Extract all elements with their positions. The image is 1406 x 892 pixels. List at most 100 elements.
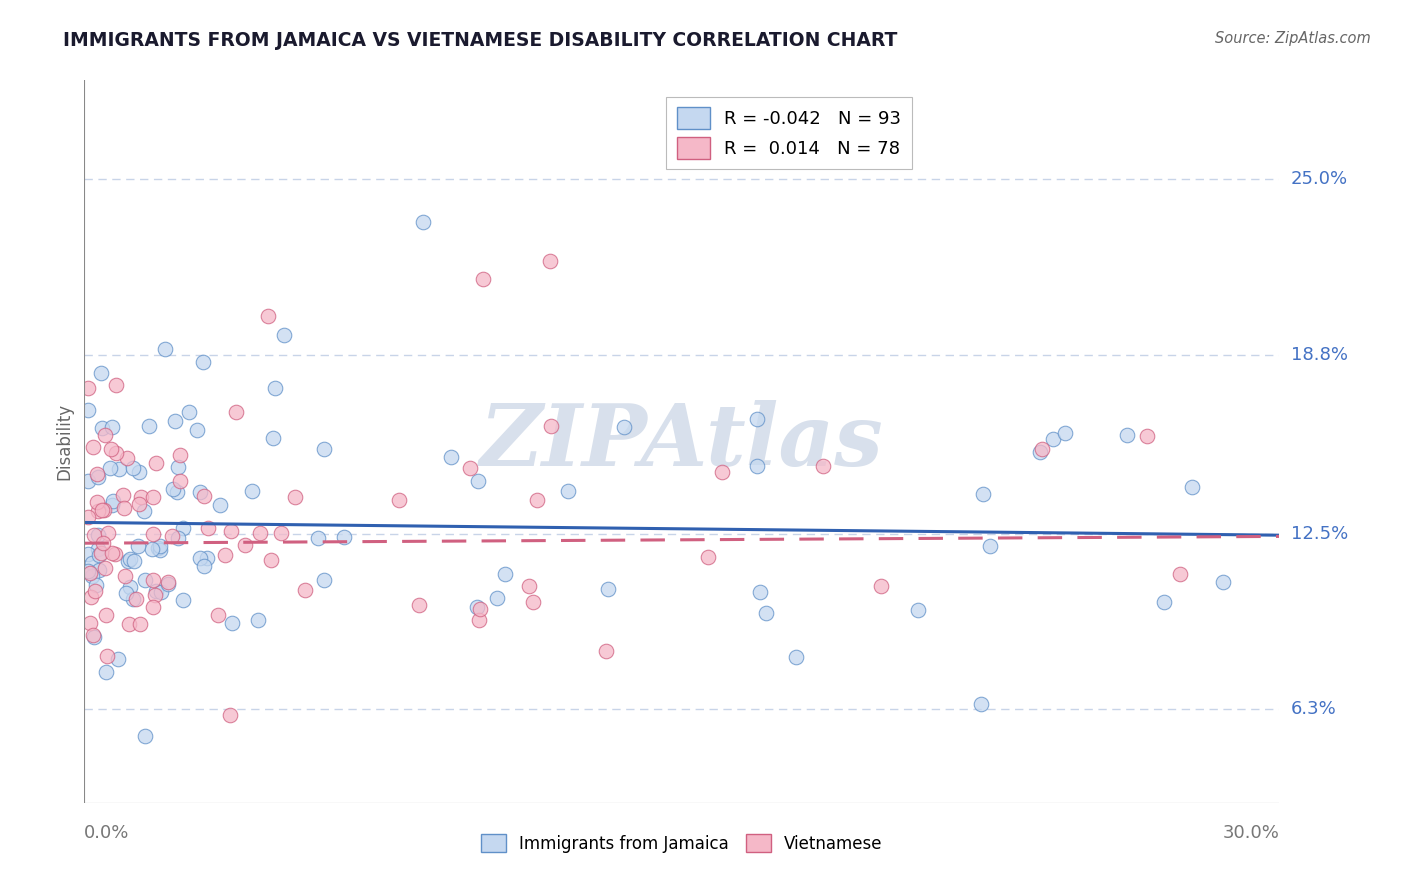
Point (486, 591, 509, 606)
Point (145, 584, 167, 599)
Text: 0.0%: 0.0% (84, 824, 129, 842)
Point (105, 378, 128, 392)
Point (233, 538, 256, 552)
Point (149, 543, 172, 558)
Point (93, 535, 115, 549)
Point (166, 484, 188, 499)
Point (467, 474, 489, 488)
Point (107, 651, 129, 665)
Point (522, 595, 544, 609)
Point (121, 461, 143, 475)
Point (1168, 567, 1191, 582)
Point (172, 520, 194, 534)
Point (155, 343, 177, 357)
Point (82, 441, 104, 455)
Point (100, 420, 122, 434)
Point (1029, 445, 1052, 459)
Point (186, 423, 208, 437)
Text: 18.8%: 18.8% (1291, 346, 1347, 364)
Point (118, 616, 141, 631)
Point (208, 499, 231, 513)
Text: 12.5%: 12.5% (1291, 524, 1348, 542)
Point (82, 628, 104, 642)
Point (260, 552, 283, 566)
Point (162, 482, 184, 496)
Point (127, 539, 149, 553)
Point (145, 457, 167, 471)
Point (94, 607, 117, 622)
Point (188, 485, 211, 500)
Point (105, 446, 128, 460)
Point (128, 465, 150, 479)
Text: ZIPAtlas: ZIPAtlas (479, 400, 884, 483)
Y-axis label: Disability: Disability (55, 403, 73, 480)
Point (103, 547, 125, 561)
Point (972, 487, 994, 501)
Point (195, 550, 218, 565)
Point (412, 215, 434, 229)
Point (540, 419, 562, 434)
Point (115, 450, 138, 465)
Point (284, 491, 307, 505)
Point (142, 573, 165, 587)
Point (467, 613, 489, 627)
Point (134, 504, 156, 518)
Point (197, 521, 219, 535)
Point (1136, 429, 1159, 443)
Text: 25.0%: 25.0% (1291, 170, 1348, 188)
Point (471, 271, 494, 285)
Point (91, 421, 114, 435)
Point (538, 254, 561, 268)
Point (87, 504, 110, 518)
Point (100, 442, 122, 457)
Point (214, 548, 236, 562)
Point (263, 381, 285, 395)
Point (517, 579, 540, 593)
Text: 30.0%: 30.0% (1223, 824, 1279, 842)
Point (94, 561, 117, 575)
Point (333, 530, 356, 544)
Point (207, 607, 229, 622)
Point (77, 381, 100, 395)
Point (262, 431, 284, 445)
Point (785, 649, 807, 664)
Point (870, 579, 893, 593)
Point (77, 474, 100, 488)
Point (90, 546, 112, 560)
Point (596, 582, 619, 596)
Point (134, 729, 156, 743)
Point (526, 493, 548, 508)
Point (98, 460, 121, 475)
Point (87, 527, 110, 541)
Point (115, 586, 138, 600)
Point (166, 459, 188, 474)
Point (89, 548, 111, 562)
Point (79, 590, 101, 604)
Point (312, 442, 335, 457)
Point (149, 585, 172, 599)
Point (907, 603, 929, 617)
Point (77, 509, 100, 524)
Point (240, 483, 263, 498)
Point (122, 591, 145, 606)
Point (167, 531, 190, 545)
Point (94, 665, 117, 679)
Point (143, 588, 166, 602)
Point (138, 418, 160, 433)
Point (112, 501, 135, 516)
Point (83, 631, 105, 645)
Point (408, 598, 430, 612)
Point (811, 459, 834, 474)
Point (111, 487, 134, 501)
Point (225, 405, 247, 419)
Point (1153, 595, 1175, 609)
Point (745, 458, 768, 473)
Point (149, 539, 172, 553)
Point (77, 547, 100, 561)
Point (87, 563, 110, 577)
Point (467, 599, 489, 614)
Point (557, 483, 579, 498)
Point (96, 649, 118, 664)
Point (100, 499, 122, 513)
Point (193, 355, 215, 369)
